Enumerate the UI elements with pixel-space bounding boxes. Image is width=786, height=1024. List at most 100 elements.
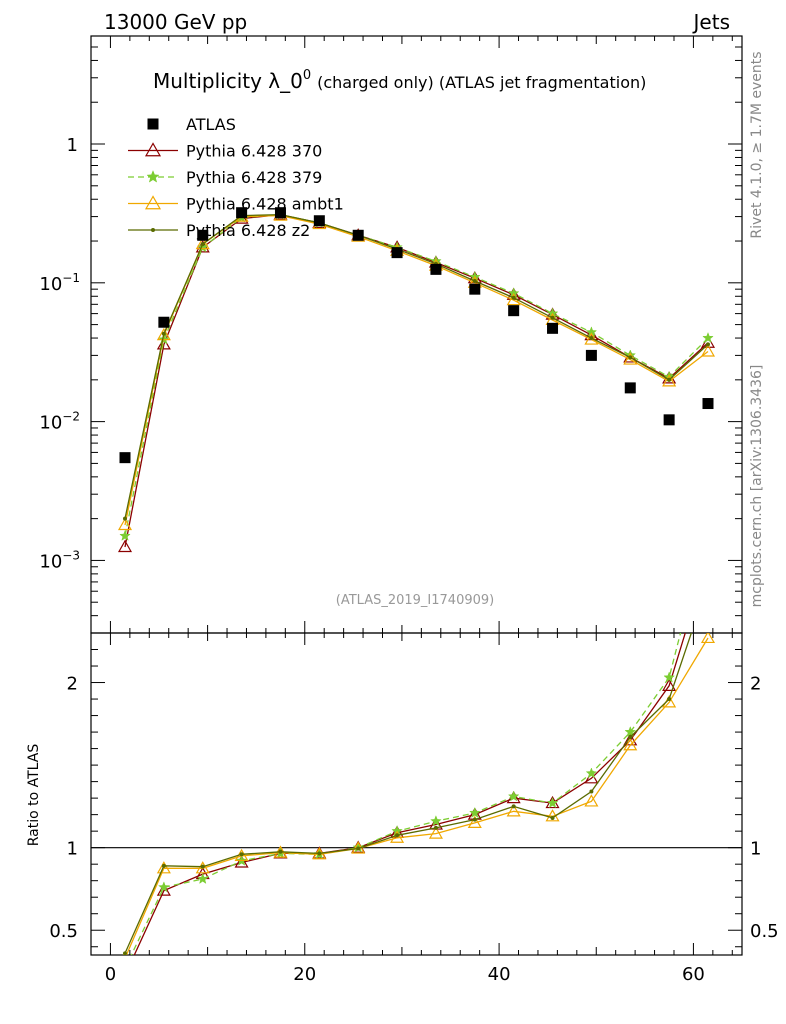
y-tick-base: 10 <box>39 551 62 572</box>
ratio-line-ambt1 <box>125 637 709 955</box>
ratio-line-p370 <box>133 633 686 955</box>
ratio-point-p379 <box>703 520 713 530</box>
y-tick-base: 10 <box>39 274 62 295</box>
y-tick-label: 10−1 <box>39 271 80 295</box>
energy-label: 13000 GeV pp <box>104 10 247 34</box>
ratio-line-z2 <box>124 633 693 954</box>
legend-marker-z2 <box>151 228 155 232</box>
ratio-point-z2 <box>628 735 633 740</box>
atlas-data-point <box>352 229 364 241</box>
atlas-data-point <box>158 316 170 328</box>
atlas-data-point <box>624 382 636 394</box>
series-point-p379 <box>507 287 520 299</box>
ratio-panel: 0 20 40 60 0.5 0.5 1 1 2 2 <box>49 520 779 985</box>
series-point-z2 <box>123 516 128 521</box>
ratio-point-p379 <box>507 790 520 802</box>
ratio-series-group <box>119 520 716 980</box>
main-panel: 10−310−210−11 <box>39 35 743 955</box>
series-point-z2 <box>511 295 516 300</box>
atlas-data-point <box>663 414 675 426</box>
x-tick-label: 20 <box>293 964 316 985</box>
ratio-point-p379 <box>120 963 130 973</box>
series-line-p379 <box>124 213 709 537</box>
legend-atlas-label: ATLAS <box>186 115 236 134</box>
ratio-point-z2 <box>278 849 283 854</box>
series-point-ambt1 <box>156 327 171 341</box>
atlas-data-point <box>585 349 597 361</box>
ratio-point-z2 <box>161 863 166 868</box>
ratio-line-p379 <box>130 633 682 955</box>
atlas-data-point <box>508 305 520 317</box>
ratio-y-tick-label: 1 <box>67 839 78 860</box>
ratio-point-p379 <box>430 815 442 827</box>
atlas-data-point <box>197 229 209 241</box>
ratio-point-ambt1 <box>467 815 482 828</box>
title-main: Multiplicity λ_0 <box>153 69 303 93</box>
ratio-point-ambt1 <box>506 804 521 817</box>
series-point-z2 <box>589 336 594 341</box>
series-point-z2 <box>705 342 710 347</box>
title-rest: (charged only) (ATLAS jet fragmentation) <box>317 73 646 92</box>
ratio-point-p379 <box>469 806 481 818</box>
series-point-p379 <box>119 529 131 541</box>
ratio-y-tick-label: 0.5 <box>49 921 78 942</box>
ratio-point-p370 <box>662 678 677 691</box>
series-point-z2 <box>550 315 555 320</box>
ratio-point-ambt1 <box>700 633 716 644</box>
ratio-point-z2 <box>706 581 710 585</box>
ratio-y-tick-label-right: 0.5 <box>750 921 779 942</box>
legend-marker-p379 <box>146 170 160 183</box>
legend-label-p379: Pythia 6.428 379 <box>186 168 322 187</box>
y-tick-label: 10−2 <box>39 410 80 434</box>
ratio-point-z2 <box>123 951 128 955</box>
ratio-point-p370 <box>119 969 131 980</box>
series-point-z2 <box>472 279 477 284</box>
ratio-point-ambt1 <box>195 861 210 874</box>
series-point-z2 <box>667 377 672 382</box>
atlas-data-point <box>119 452 131 464</box>
atlas-data-point <box>313 215 325 227</box>
ratio-y-tick-label: 2 <box>67 674 78 695</box>
ratio-point-ambt1 <box>623 738 638 751</box>
atlas-data-point <box>469 283 481 295</box>
ratio-point-p379 <box>663 671 675 683</box>
series-line-ambt1 <box>124 214 709 526</box>
ratio-point-z2 <box>317 851 322 856</box>
series-point-ambt1 <box>700 344 716 357</box>
series-point-p379 <box>702 331 714 343</box>
ratio-point-p379 <box>585 767 598 779</box>
ratio-point-ambt1 <box>156 861 171 874</box>
ratio-point-p370 <box>156 883 171 896</box>
legend-marker-p370 <box>144 142 162 157</box>
legend-label-z2: Pythia 6.428 z2 <box>186 221 310 240</box>
ratio-frame <box>90 632 743 956</box>
ratio-point-z2 <box>667 697 672 702</box>
atlas-data-point <box>274 207 286 219</box>
ratio-point-z2 <box>472 817 477 822</box>
ratio-point-z2 <box>589 789 594 794</box>
ratio-point-p379 <box>196 872 209 884</box>
legend-label-p370: Pythia 6.428 370 <box>186 142 322 161</box>
ratio-point-z2 <box>433 825 438 830</box>
ratio-ylabel: Ratio to ATLAS <box>26 744 42 847</box>
series-point-ambt1 <box>117 517 133 531</box>
ratio-point-p379 <box>158 881 170 893</box>
atlas-data-point <box>702 398 714 410</box>
series-point-z2 <box>200 242 205 247</box>
atlas-data-point <box>430 263 442 275</box>
ratio-point-p379 <box>546 797 559 809</box>
ratio-point-p370 <box>702 553 714 564</box>
ratio-point-ambt1 <box>428 826 443 839</box>
ratio-y-tick-label-right: 1 <box>750 839 761 860</box>
series-point-ambt1 <box>662 374 677 387</box>
mcplots-label: mcplots.cern.ch [arXiv:1306.3436] <box>749 365 765 608</box>
x-tick-label: 0 <box>105 964 116 985</box>
y-tick-base: 10 <box>39 413 62 434</box>
atlas-data-point <box>391 247 403 259</box>
y-tick-label: 1 <box>67 135 78 156</box>
series-point-p370 <box>117 539 133 553</box>
ratio-point-p370 <box>234 855 249 868</box>
legend-atlas-marker <box>147 118 159 130</box>
ratio-point-ambt1 <box>584 794 599 807</box>
